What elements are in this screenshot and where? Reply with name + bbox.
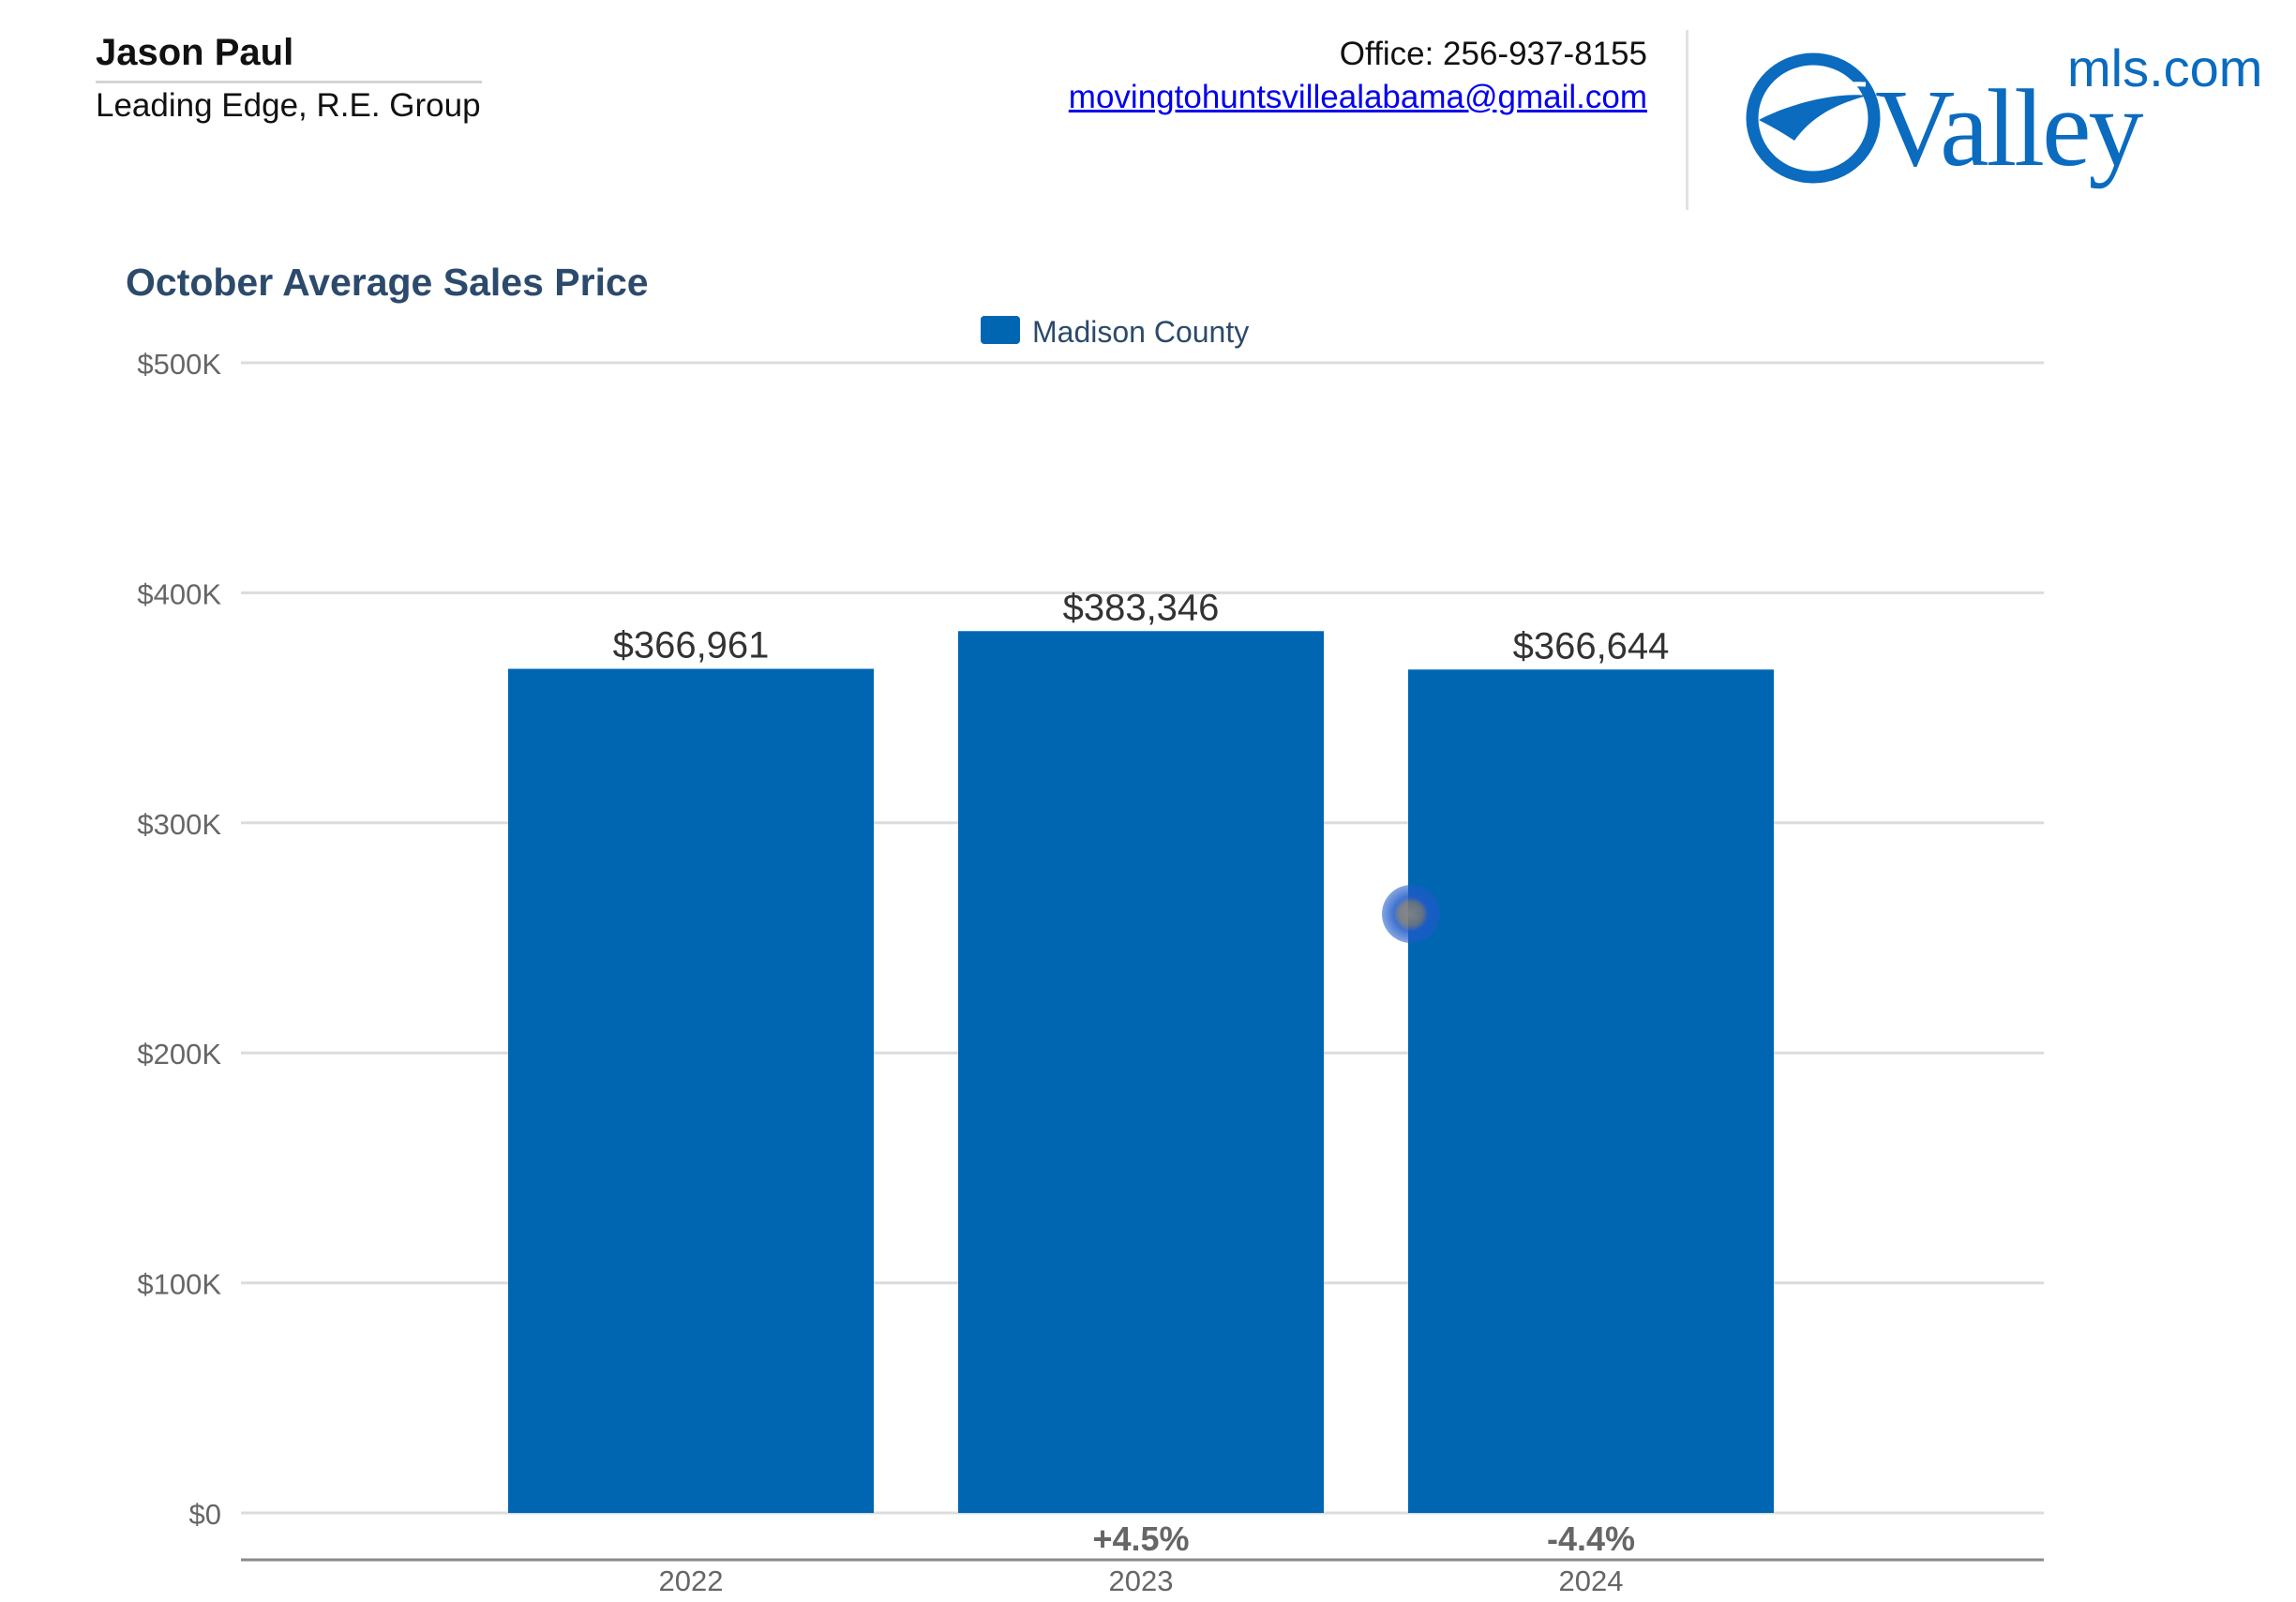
agent-company: Leading Edge, R.E. Group xyxy=(96,87,481,124)
y-tick-label: $500K xyxy=(137,348,221,381)
y-tick-label: $100K xyxy=(137,1268,221,1301)
valleymls-logo-graphic: Valley mls.com xyxy=(1746,38,2262,189)
percent-change-label: +4.5% xyxy=(1092,1520,1189,1558)
report-header: Jason Paul Leading Edge, R.E. Group Offi… xyxy=(0,0,2296,225)
valleymls-logo: Valley mls.com xyxy=(1734,38,2278,202)
header-divider xyxy=(1686,30,1688,210)
legend-label: Madison County xyxy=(1032,315,1249,349)
percent-change-label: -4.4% xyxy=(1547,1520,1635,1558)
x-tick-label: 2023 xyxy=(1109,1565,1174,1597)
bar-value-label: $366,961 xyxy=(613,624,770,666)
x-tick-label: 2024 xyxy=(1559,1565,1624,1597)
bar xyxy=(508,668,874,1513)
email-link[interactable]: movingtohuntsvillealabama@gmail.com xyxy=(1068,79,1647,115)
bar xyxy=(1408,669,1774,1513)
agent-name-underline xyxy=(96,81,482,83)
bar-value-label: $383,346 xyxy=(1063,587,1220,628)
logo-wordmark: Valley xyxy=(1875,67,2143,189)
y-tick-label: $0 xyxy=(189,1498,221,1531)
y-tick-label: $200K xyxy=(137,1038,221,1070)
chart-title: October Average Sales Price xyxy=(126,261,649,304)
legend-swatch xyxy=(981,316,1020,344)
office-phone: Office: 256-937-8155 xyxy=(1339,36,1647,72)
touch-indicator xyxy=(1382,885,1440,943)
agent-name: Jason Paul xyxy=(96,32,294,73)
y-tick-label: $300K xyxy=(137,808,221,841)
x-tick-label: 2022 xyxy=(659,1565,724,1597)
y-tick-label: $400K xyxy=(137,577,221,610)
logo-domain: mls.com xyxy=(2067,47,2262,97)
valley-swoosh-icon xyxy=(1746,52,1881,184)
bar-value-label: $366,644 xyxy=(1513,625,1670,666)
bar xyxy=(958,631,1324,1513)
